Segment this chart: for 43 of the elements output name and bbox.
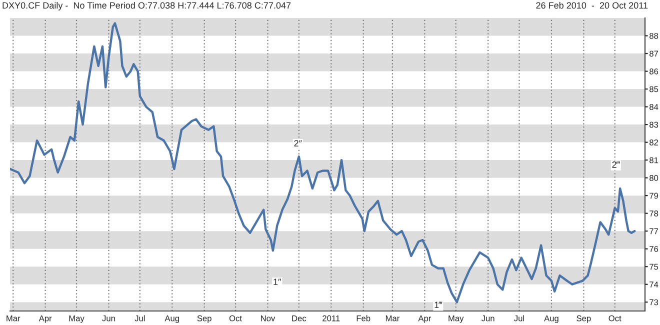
annotation: 2‴ bbox=[612, 161, 620, 168]
x-tick-label: Oct bbox=[229, 315, 242, 322]
x-tick-label: Mar bbox=[386, 315, 400, 322]
y-tick-label: 75 bbox=[650, 264, 658, 270]
y-tick-label: 86 bbox=[650, 68, 658, 74]
y-tick-label: 88 bbox=[650, 32, 658, 39]
x-tick-label: Oct bbox=[608, 315, 622, 322]
y-tick-label: 73 bbox=[650, 299, 658, 306]
x-tick-label: Feb bbox=[356, 315, 370, 322]
annotation: 2″ bbox=[294, 140, 302, 146]
x-tick-label: Jul bbox=[514, 315, 524, 322]
x-tick-label: Aug bbox=[544, 315, 558, 323]
y-tick-label: 84 bbox=[650, 104, 658, 110]
x-tick-label: Sep bbox=[197, 315, 212, 323]
x-tick-label: May bbox=[69, 315, 84, 323]
y-tick-label: 76 bbox=[650, 246, 658, 252]
x-tick-label: Aug bbox=[164, 315, 180, 323]
y-tick-label: 82 bbox=[650, 140, 658, 146]
annotation: 1″ bbox=[274, 278, 282, 285]
x-tick-label: 2011 bbox=[322, 315, 340, 322]
chart-title: DXY0.CF Daily - No Time Period O:77.038 H:77.444 L:76.708 C:77.047 bbox=[2, 2, 291, 10]
y-tick-label: 78 bbox=[650, 210, 658, 216]
y-tick-label: 77 bbox=[650, 228, 658, 234]
y-tick-label: 81 bbox=[650, 157, 658, 164]
x-tick-label: May bbox=[448, 315, 464, 323]
x-tick-label: Nov bbox=[261, 315, 276, 322]
chart-subtitle: 26 Feb 2010 - 20 Oct 2011 bbox=[536, 2, 648, 9]
x-tick-label: Sep bbox=[576, 315, 591, 323]
annotation: 1‴ bbox=[434, 302, 442, 308]
line-series bbox=[10, 22, 636, 304]
x-tick-label: Jun bbox=[481, 315, 494, 322]
x-tick-label: Jul bbox=[134, 315, 145, 322]
x-tick-label: Dec bbox=[292, 315, 306, 322]
y-tick-label: 85 bbox=[650, 86, 658, 92]
x-tick-label: Apr bbox=[38, 315, 52, 323]
x-tick-label: Mar bbox=[6, 315, 20, 322]
y-tick-label: 79 bbox=[650, 192, 658, 199]
y-tick-label: 80 bbox=[650, 175, 658, 181]
y-tick-label: 87 bbox=[650, 50, 658, 57]
y-tick-label: 83 bbox=[650, 122, 658, 128]
x-tick-label: Jun bbox=[102, 315, 115, 322]
x-tick-label: Apr bbox=[418, 315, 432, 323]
y-tick-label: 74 bbox=[650, 282, 658, 288]
